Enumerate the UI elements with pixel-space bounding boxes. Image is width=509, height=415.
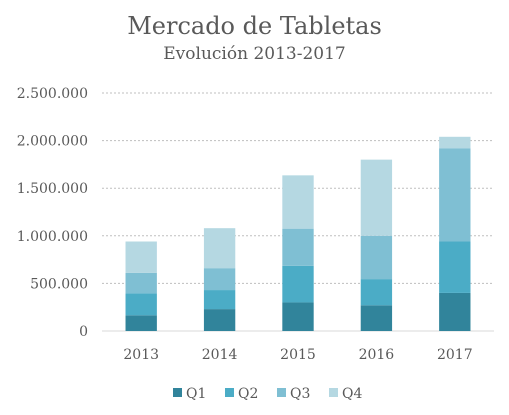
bar-segment-q2-2016 bbox=[360, 279, 393, 306]
x-tick-label: 2015 bbox=[280, 347, 316, 363]
bar-segment-q2-2017 bbox=[439, 241, 471, 293]
legend: Q1 Q2 Q3 Q4 bbox=[173, 386, 362, 402]
bar-segment-q1-2014 bbox=[203, 309, 236, 331]
legend-swatch-q1 bbox=[173, 388, 182, 397]
bar-segment-q1-2015 bbox=[282, 302, 314, 331]
legend-label-q3: Q3 bbox=[290, 386, 310, 402]
bar-segment-q4-2017 bbox=[439, 136, 471, 149]
y-tick-label: 2.000.000 bbox=[17, 134, 88, 150]
y-tick-label: 1.500.000 bbox=[17, 181, 88, 197]
legend-swatch-q2 bbox=[225, 388, 234, 397]
chart-subtitle: Evolución 2013-2017 bbox=[163, 44, 346, 64]
bar-segment-q4-2016 bbox=[360, 159, 393, 236]
bar-segment-q4-2013 bbox=[125, 241, 157, 273]
bar-segment-q3-2016 bbox=[360, 235, 393, 280]
chart-title: Mercado de Tabletas bbox=[127, 12, 382, 40]
legend-label-q2: Q2 bbox=[238, 386, 258, 402]
x-tick-label: 2014 bbox=[202, 347, 238, 363]
y-tick-label: 1.000.000 bbox=[17, 229, 88, 245]
y-tick-label: 2.500.000 bbox=[17, 86, 88, 102]
bar-segment-q1-2017 bbox=[439, 292, 471, 331]
bar-segment-q3-2013 bbox=[125, 272, 157, 294]
legend-swatch-q4 bbox=[329, 388, 338, 397]
bar-segment-q2-2015 bbox=[282, 265, 314, 303]
y-tick-label: 0 bbox=[79, 324, 88, 340]
bar-segment-q2-2013 bbox=[125, 293, 157, 316]
bar-segment-q1-2016 bbox=[360, 305, 393, 331]
legend-label-q1: Q1 bbox=[186, 386, 206, 402]
x-tick-label: 2017 bbox=[437, 347, 473, 363]
x-tick-label: 2013 bbox=[123, 347, 159, 363]
bar-segment-q3-2017 bbox=[439, 148, 471, 242]
bar-segment-q4-2014 bbox=[203, 228, 236, 269]
x-axis-ticks: 2013 2014 2015 2016 2017 bbox=[123, 347, 472, 363]
y-axis-ticks: 0 500.000 1.000.000 1.500.000 2.000.000 2.500… bbox=[17, 86, 88, 340]
bar-segment-q1-2013 bbox=[125, 315, 157, 331]
legend-label-q4: Q4 bbox=[342, 386, 362, 402]
bar-segment-q2-2014 bbox=[203, 290, 236, 310]
x-tick-label: 2016 bbox=[359, 347, 395, 363]
bar-segment-q4-2015 bbox=[282, 175, 314, 229]
y-tick-label: 500.000 bbox=[30, 276, 88, 292]
legend-swatch-q3 bbox=[277, 388, 286, 397]
bars bbox=[125, 136, 471, 331]
bar-segment-q3-2014 bbox=[203, 268, 236, 291]
bar-segment-q3-2015 bbox=[282, 228, 314, 266]
